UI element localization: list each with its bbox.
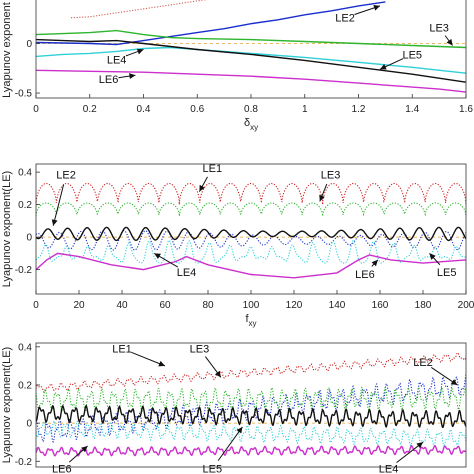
annotation-label-le4: LE4 xyxy=(177,267,197,279)
x-tick-label: 40 xyxy=(116,300,128,311)
annotation-arrowhead xyxy=(81,446,88,453)
x-tick-label: 1.4 xyxy=(405,104,419,115)
chart-panel-2: 0 20 40 60 80 100 120 140 160 180 200 -0.2 0 0.2 0.4 fx… xyxy=(1,163,474,328)
x-tick-label: 20 xyxy=(73,300,85,311)
series-line-le1 xyxy=(36,182,466,205)
series-line-le5 xyxy=(36,38,466,83)
x-tick-label: 1 xyxy=(302,104,308,115)
y-tick-label: -0.5 xyxy=(15,89,33,100)
y-axis-label: Lyapunov exponent(LE) xyxy=(1,347,13,463)
series-line-le2 xyxy=(36,374,466,443)
annotation-arrowhead xyxy=(236,426,243,434)
annotation-arrowhead xyxy=(199,184,205,192)
y-tick-label: 0.2 xyxy=(18,380,32,391)
series-line-le2 xyxy=(36,1,386,46)
series-line-le6 xyxy=(36,444,466,457)
annotation-label-le6: LE6 xyxy=(52,464,72,474)
annotation-label-le3: LE3 xyxy=(429,23,449,35)
y-tick-label: 0 xyxy=(26,233,32,244)
annotation-label-le1: LE1 xyxy=(203,163,223,175)
series-line-le4 xyxy=(36,239,466,264)
series-line-le1 xyxy=(70,0,208,19)
series-line-le1 xyxy=(36,352,466,394)
series-group xyxy=(36,0,466,93)
y-tick-label: 0 xyxy=(26,419,32,430)
series-line-le4 xyxy=(36,420,466,447)
annotation-arrowhead xyxy=(158,360,165,367)
x-axis-label: fxy xyxy=(245,313,256,328)
annotation-label-le6: LE6 xyxy=(355,269,375,281)
annotation-arrowhead xyxy=(416,442,423,449)
annotation-arrowhead xyxy=(446,38,453,46)
series-line-le6 xyxy=(36,69,466,93)
chart-panel-3: -0.2 0 0.2 0.4 Lyapunov exponent(LE) LE1 LE3 LE… xyxy=(1,342,467,474)
x-tick-label: 1.6 xyxy=(459,104,473,115)
annotation-label-le3: LE3 xyxy=(190,344,210,356)
y-axis-label: Lyapunov exponent(LE) xyxy=(1,171,13,287)
y-tick-label: -0.2 xyxy=(15,457,33,468)
x-tick-label: 120 xyxy=(286,300,303,311)
x-tick-label: 180 xyxy=(415,300,432,311)
chart-panel-1: 0 0.2 0.4 0.6 0.8 1 1.2 1.4 1.6-0.50δxyLyapunov … xyxy=(1,0,473,132)
annotation-label-le4: LE4 xyxy=(107,54,127,66)
y-tick-label: 0.4 xyxy=(18,168,32,179)
annotation-label-le1: LE1 xyxy=(112,344,132,356)
annotation-arrowhead xyxy=(319,194,325,202)
x-tick-label: 0.8 xyxy=(244,104,258,115)
annotation-label-le5: LE5 xyxy=(203,464,223,474)
y-axis-label: Lyapunov exponent xyxy=(1,2,13,98)
annotation-arrow xyxy=(131,351,166,367)
series-line-le6 xyxy=(36,252,466,279)
x-tick-label: 0.6 xyxy=(190,104,204,115)
x-tick-label: 0 xyxy=(33,300,39,311)
x-tick-label: 0.2 xyxy=(83,104,97,115)
annotation-label-le5: LE5 xyxy=(437,267,457,279)
y-tick-label: 0 xyxy=(26,39,32,50)
annotation-label-le3: LE3 xyxy=(321,170,341,182)
annotation-arrowhead xyxy=(51,219,58,226)
x-tick-label: 0 xyxy=(33,104,39,115)
annotation-arrowhead xyxy=(136,48,144,55)
annotation-arrowhead xyxy=(373,4,380,11)
annotation-label-le4: LE4 xyxy=(379,464,399,474)
x-tick-label: 60 xyxy=(159,300,171,311)
annotation-label-le5: LE5 xyxy=(402,49,422,61)
annotation-arrowhead xyxy=(429,253,436,260)
annotation-arrowhead xyxy=(371,259,378,267)
annotation-label-le2: LE2 xyxy=(56,170,76,182)
annotation-label-le2: LE2 xyxy=(335,13,355,25)
x-tick-label: 0.4 xyxy=(137,104,151,115)
series-line-le3 xyxy=(36,202,466,217)
annotation-arrowhead xyxy=(450,379,458,385)
x-axis-label: δxy xyxy=(244,117,258,132)
series-line-le3 xyxy=(36,386,466,413)
annotation-arrow xyxy=(217,426,243,461)
series-line-le5 xyxy=(36,226,466,242)
series-line-le3 xyxy=(36,29,466,49)
x-tick-label: 160 xyxy=(372,300,389,311)
annotation-arrowhead xyxy=(380,64,387,70)
y-tick-label: 0.4 xyxy=(18,342,32,353)
x-tick-label: 80 xyxy=(202,300,214,311)
x-tick-label: 1.2 xyxy=(352,104,366,115)
series-line-le2 xyxy=(36,230,466,251)
annotation-arrowhead xyxy=(214,370,221,378)
annotation-arrow xyxy=(52,184,65,226)
annotation-label-le2: LE2 xyxy=(413,357,433,369)
annotation-label-le6: LE6 xyxy=(99,74,119,86)
x-tick-label: 100 xyxy=(243,300,260,311)
annotation-arrowhead xyxy=(154,253,161,259)
x-tick-label: 140 xyxy=(329,300,346,311)
series-group xyxy=(36,352,466,457)
series-group xyxy=(36,182,466,279)
y-tick-label: 0.2 xyxy=(18,200,32,211)
y-tick-label: -0.2 xyxy=(15,265,33,276)
annotation-arrowhead xyxy=(129,73,136,80)
plot-frame xyxy=(35,342,467,468)
x-tick-label: 200 xyxy=(458,300,474,311)
series-line-le5 xyxy=(36,404,466,429)
